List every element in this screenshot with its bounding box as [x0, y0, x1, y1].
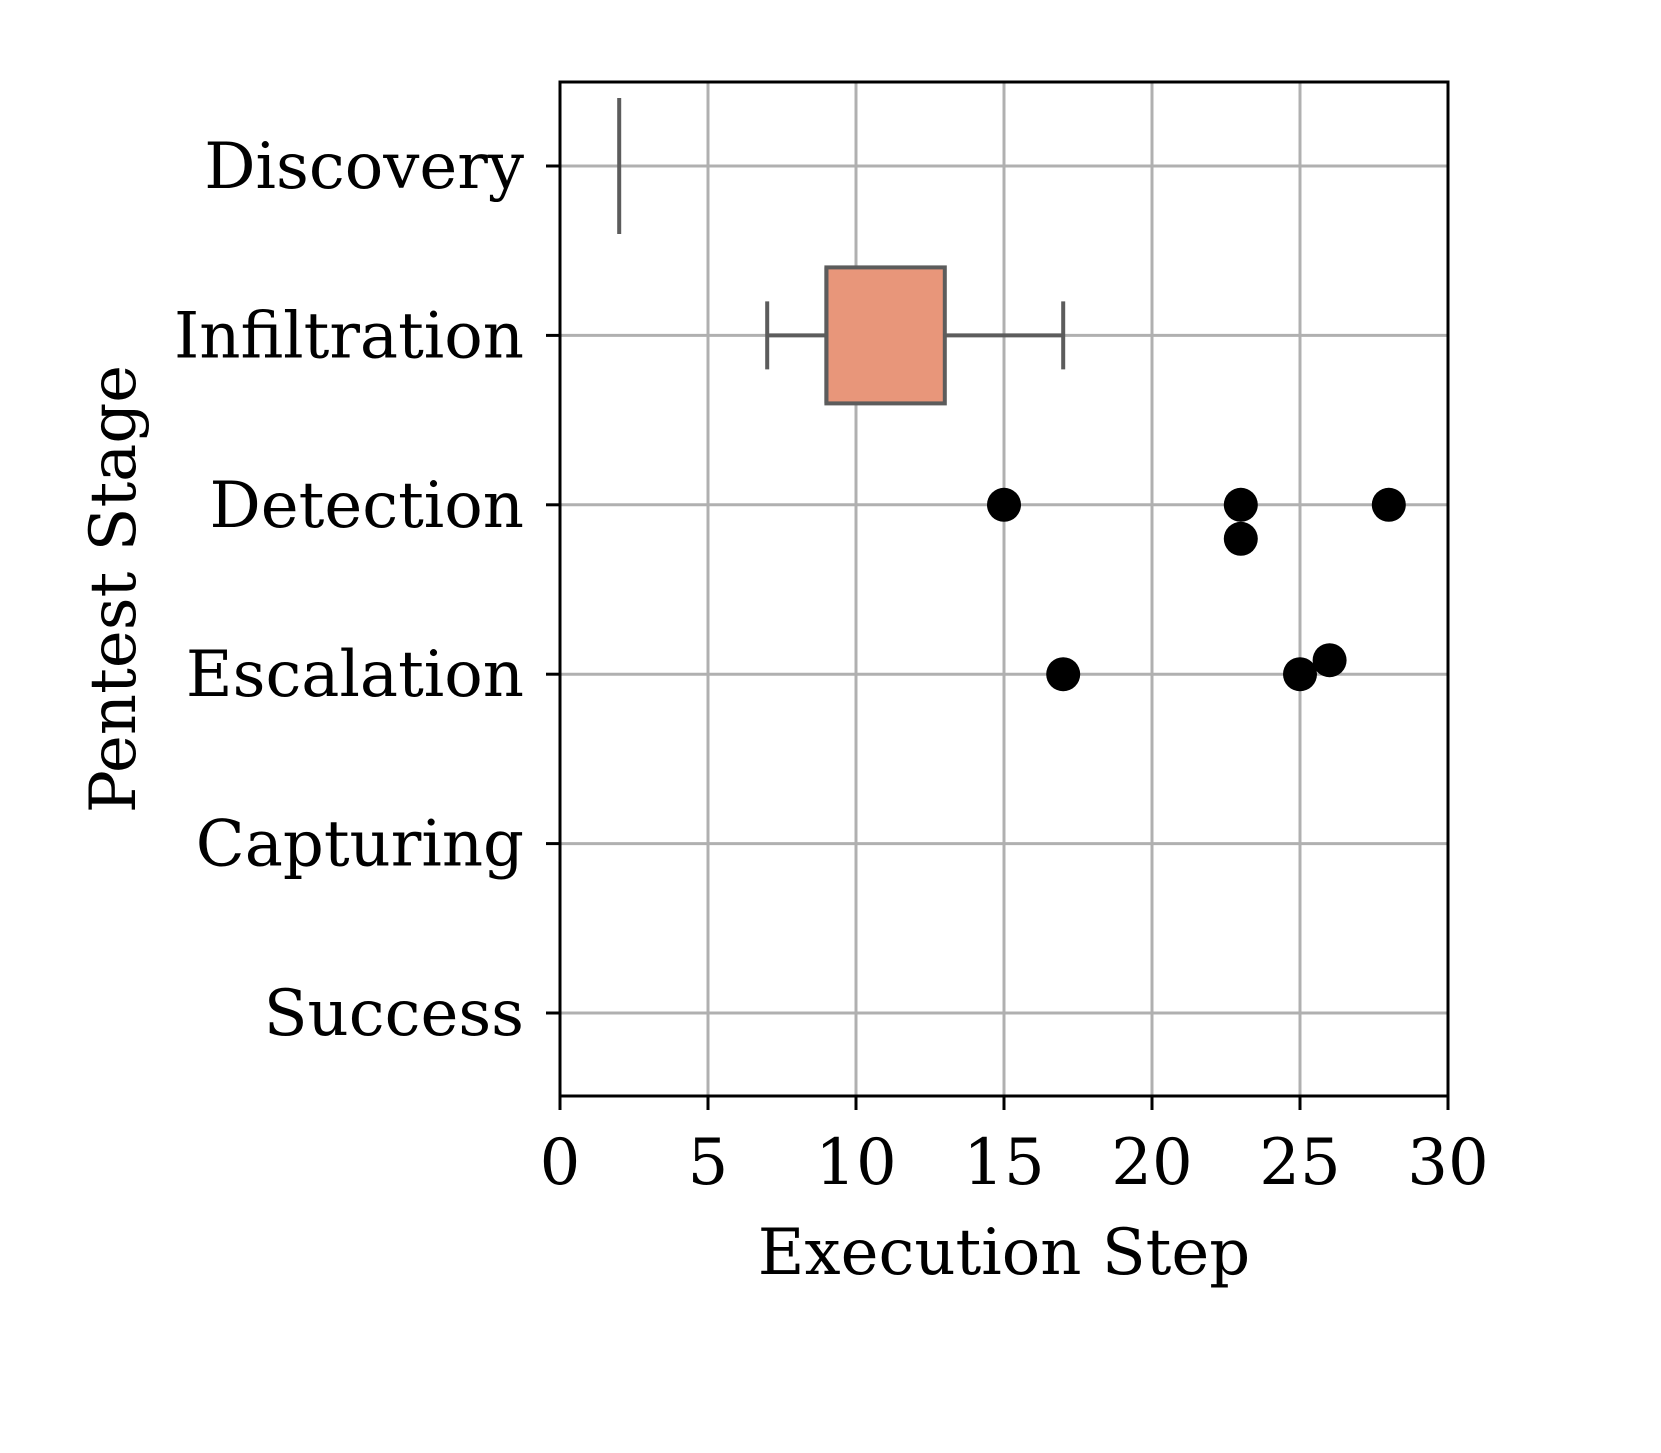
y-tick-label: Success [264, 977, 524, 1051]
x-tick-label: 20 [1111, 1126, 1192, 1200]
y-axis-ticks: Discovery Infiltration Detection Escalation… [174, 130, 560, 1051]
data-point [1223, 487, 1258, 522]
x-tick-label: 5 [688, 1126, 729, 1200]
data-point [987, 487, 1021, 522]
y-tick-label: Infiltration [174, 299, 524, 373]
x-tick-label: 10 [815, 1126, 896, 1200]
data-point [1046, 657, 1081, 692]
x-axis-ticks: 0 5 10 15 20 25 30 [540, 1096, 1489, 1200]
x-tick-label: 30 [1407, 1126, 1488, 1200]
x-tick-label: 25 [1259, 1126, 1340, 1200]
data-points [987, 487, 1406, 692]
y-tick-label: Discovery [204, 130, 524, 204]
data-point [1283, 657, 1317, 692]
box-infiltration [765, 265, 1066, 406]
y-axis-label: Pentest Stage [77, 365, 151, 813]
y-tick-label: Capturing [196, 808, 524, 882]
grid-lines [558, 82, 1450, 1096]
data-point [1223, 521, 1258, 556]
y-tick-label: Detection [209, 469, 524, 543]
data-point [1312, 643, 1347, 678]
x-axis-label: Execution Step [758, 1216, 1250, 1290]
x-tick-label: 0 [540, 1126, 581, 1200]
box-plots [617, 98, 1066, 406]
x-tick-label: 15 [963, 1126, 1044, 1200]
y-tick-label: Escalation [186, 638, 524, 712]
data-point [1371, 487, 1406, 522]
